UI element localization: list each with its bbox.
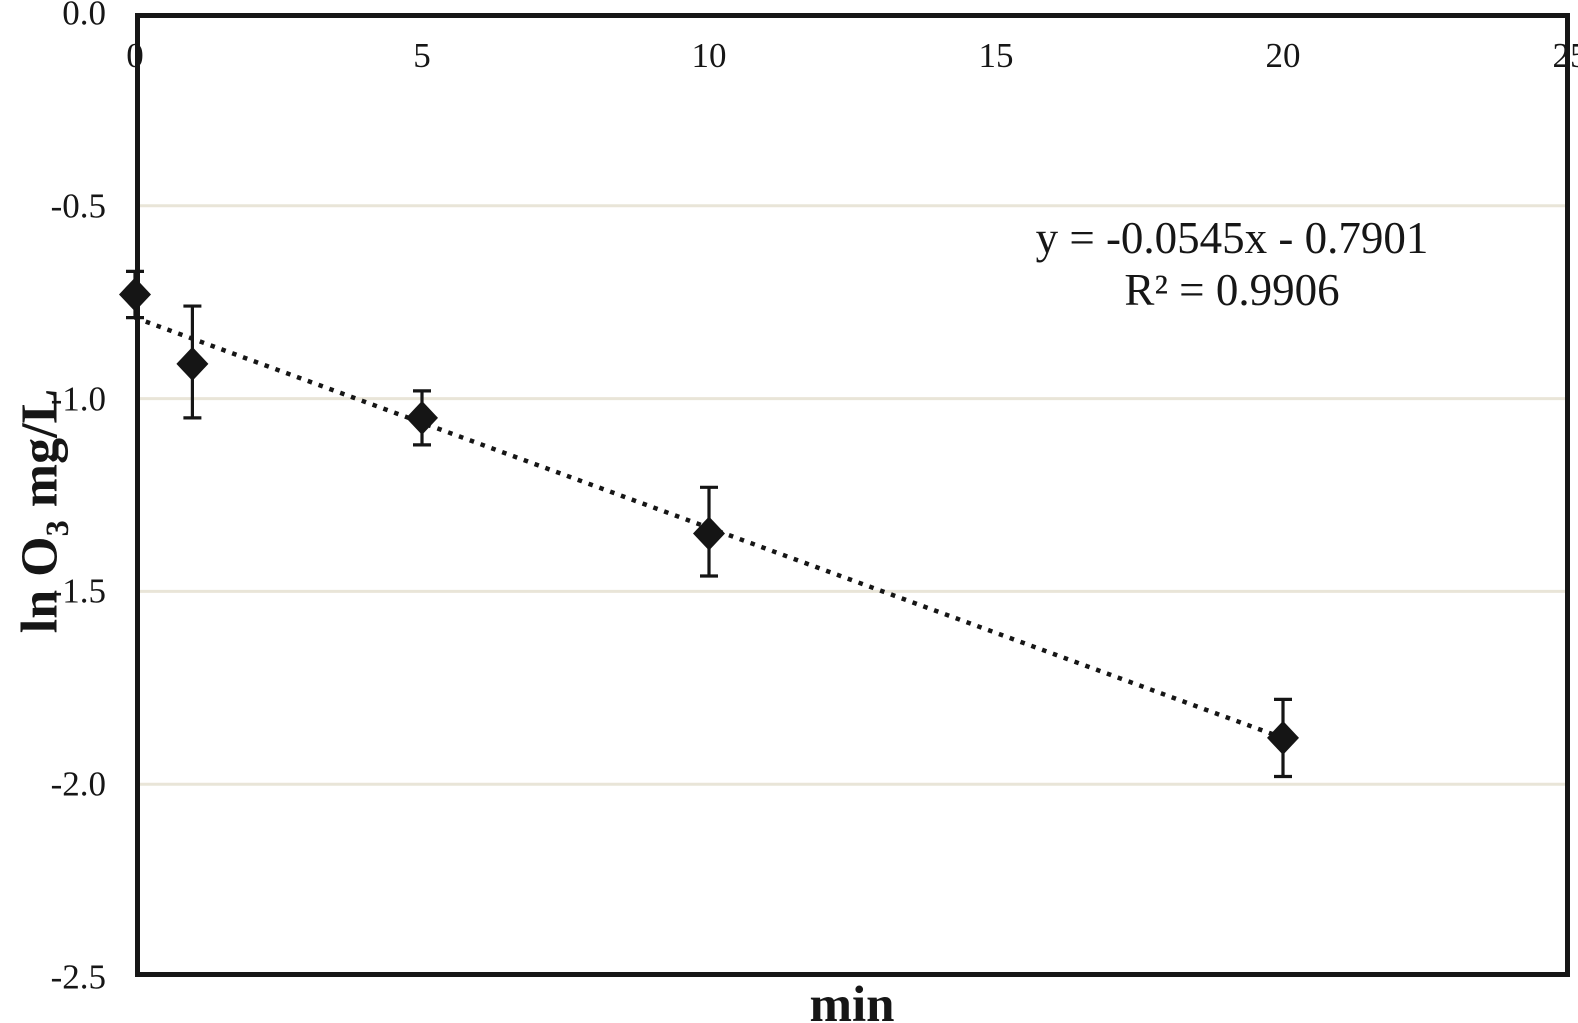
data-point-marker	[406, 400, 438, 435]
y-axis-title-prefix: ln O	[11, 536, 69, 634]
y-axis-tick-label: 0.0	[62, 0, 106, 33]
data-point-marker	[176, 346, 209, 381]
y-axis-title-subscript: 3	[38, 520, 75, 537]
x-axis-tick-label: 0	[126, 36, 144, 75]
data-point-marker	[119, 277, 151, 312]
y-axis-tick-label: -0.5	[50, 186, 106, 226]
x-axis-tick-label: 5	[413, 36, 431, 75]
data-point-marker	[693, 516, 725, 551]
y-axis-tick-label: -1.5	[50, 571, 106, 611]
trendline-annotation: y = -0.0545x - 0.7901 R² = 0.9906	[1036, 212, 1429, 316]
x-axis-tick-label: 10	[691, 36, 727, 75]
x-axis-tick-label: 20	[1265, 36, 1301, 75]
x-axis-tick-label: 15	[978, 36, 1014, 75]
y-axis-tick-label: -2.0	[50, 764, 106, 804]
y-axis-title-suffix: mg/L	[11, 388, 69, 521]
axis-border	[135, 13, 1570, 977]
r-squared-value: R² = 0.9906	[1124, 265, 1340, 315]
x-axis-tick-label: 25	[1552, 36, 1578, 75]
trendline-equation: y = -0.0545x - 0.7901	[1035, 213, 1429, 263]
y-axis-tick-label: -2.5	[50, 957, 106, 997]
x-axis-title: min	[809, 977, 895, 1023]
y-axis-title: ln O3 mg/L	[11, 388, 75, 634]
data-point-marker	[1267, 720, 1299, 755]
y-axis-tick-label: -1.0	[50, 379, 106, 419]
